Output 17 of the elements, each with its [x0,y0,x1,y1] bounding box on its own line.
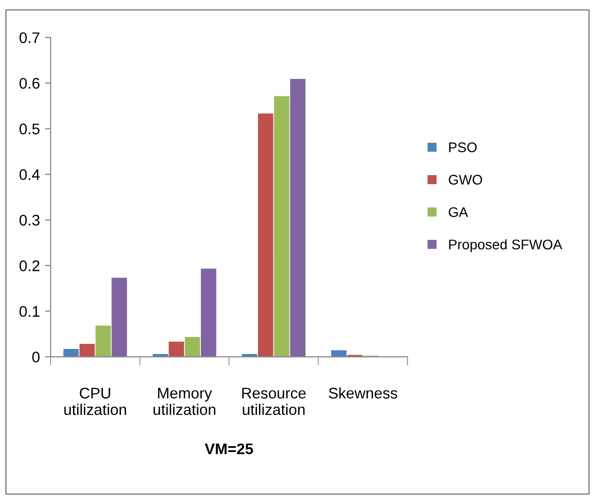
y-tick-label: 0.1 [20,306,40,317]
y-tick-label: 0.4 [20,169,40,180]
y-tick-label: 0.7 [20,32,40,44]
y-tick-label: 0 [32,352,40,362]
y-tick-label: 0.6 [20,78,40,89]
x-axis-title: VM=25 [204,443,254,454]
x-tick-label: Resource utilization [242,388,306,416]
legend-label: Proposed SFWOA [449,239,562,252]
legend-label: GWO [448,174,482,185]
legend-label: GA [448,207,468,218]
x-tick-label: CPU utilization [64,388,126,416]
y-tick-label: 0.2 [20,260,40,272]
legend-label: PSO [449,142,477,152]
y-tick-label: 0.5 [20,124,40,134]
y-tick-label: 0.3 [20,214,40,226]
x-tick-label: Memory utilization [154,388,216,416]
x-tick-label: Skewness [328,387,398,399]
